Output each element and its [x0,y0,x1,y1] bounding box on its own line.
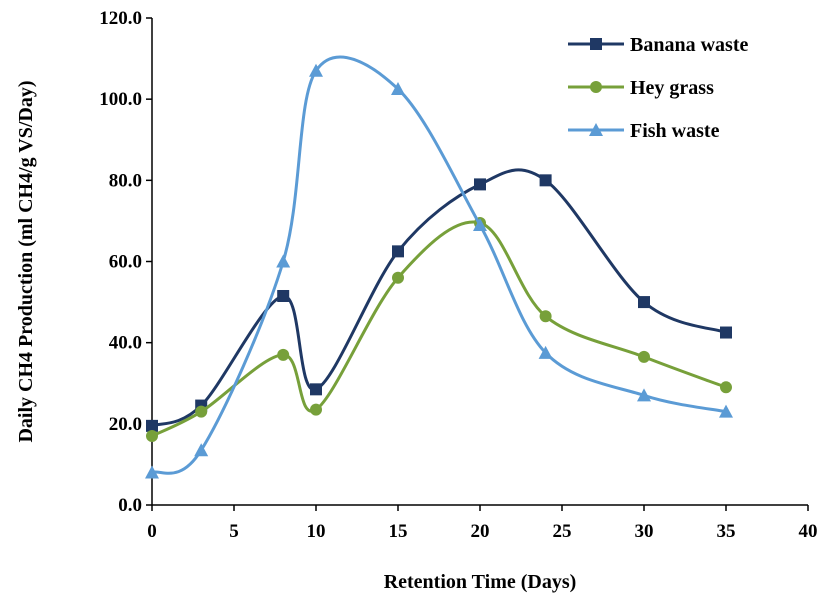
x-tick-label: 25 [553,521,572,542]
chart-series [145,55,733,479]
x-tick-label: 30 [635,521,654,542]
y-tick-label: 0.0 [118,495,142,516]
data-point [637,388,651,402]
series-line [151,55,727,475]
legend-item: Banana waste [568,34,748,56]
data-point [309,63,323,77]
data-point [539,174,552,187]
data-point [638,350,650,363]
chart-legend: Banana waste Hey grass Fish waste [568,34,748,142]
data-point [538,345,553,359]
data-point [392,245,404,258]
chart-ticks: 0.0 20.0 40.0 60.0 80.0 100.0 120.0 0 5 10 15 20 25 3… [99,8,817,542]
y-axis-title: Daily CH4 Production (ml CH4/g VS/Day) [15,80,37,442]
data-point [276,254,291,268]
legend-marker [590,81,602,93]
x-tick-label: 10 [307,521,326,542]
data-point [277,348,290,361]
data-point [310,403,322,416]
legend-label: Banana waste [630,34,748,56]
legend-label: Hey grass [630,77,714,99]
x-tick-label: 20 [471,521,490,542]
data-point [145,465,159,479]
data-point [720,381,732,394]
x-tick-label: 5 [229,521,239,542]
y-tick-label: 80.0 [109,170,142,191]
series-fish-waste [145,55,733,479]
y-tick-label: 100.0 [99,89,142,110]
data-point [310,383,322,396]
data-point [391,82,405,96]
data-point [638,296,650,309]
data-point [146,419,158,432]
x-axis-title: Retention Time (Days) [384,571,577,593]
x-tick-label: 15 [389,521,408,542]
x-tick-label: 0 [147,521,157,542]
data-point [392,271,404,284]
data-point [195,405,208,418]
series-line [151,220,727,438]
data-point [146,430,158,443]
data-point [720,326,732,339]
y-tick-label: 40.0 [109,333,142,354]
data-point [474,178,486,191]
legend-item: Fish waste [568,120,720,142]
legend-marker [589,123,603,136]
y-tick-label: 20.0 [109,414,142,435]
data-point [539,310,552,323]
data-point [719,404,733,418]
legend-marker [590,38,602,50]
data-point [277,289,290,302]
series-hey-grass [146,216,732,443]
y-tick-label: 60.0 [109,252,142,273]
legend-label: Fish waste [630,120,720,142]
x-tick-label: 40 [799,521,818,542]
data-point [473,217,487,231]
x-tick-label: 35 [717,521,736,542]
data-point [194,443,209,457]
y-tick-label: 120.0 [99,8,142,29]
legend-item: Hey grass [568,77,714,99]
